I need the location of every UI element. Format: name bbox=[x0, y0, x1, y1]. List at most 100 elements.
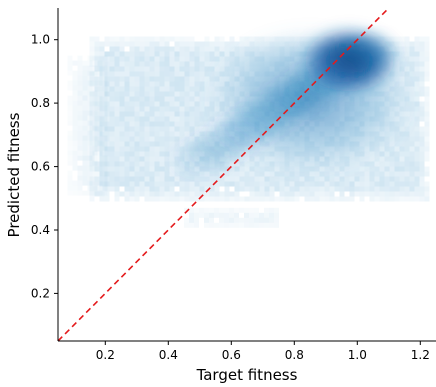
density-bin bbox=[129, 41, 135, 47]
density-bin bbox=[204, 46, 210, 52]
density-bin bbox=[119, 191, 125, 197]
density-bin bbox=[97, 110, 103, 116]
density-bin bbox=[194, 46, 200, 52]
density-bin bbox=[87, 130, 93, 136]
density-bin bbox=[404, 36, 410, 42]
density-bin bbox=[309, 176, 315, 182]
density-bin bbox=[424, 96, 430, 102]
density-bin bbox=[424, 121, 430, 127]
density-bin bbox=[179, 46, 185, 52]
density-bin bbox=[134, 181, 140, 187]
density-bin bbox=[144, 101, 150, 107]
density-bin bbox=[399, 41, 405, 47]
density-bin bbox=[274, 186, 280, 192]
density-bin bbox=[424, 186, 430, 192]
density-bin bbox=[124, 166, 130, 172]
density-bin bbox=[404, 171, 410, 177]
density-bin bbox=[102, 105, 108, 111]
density-bin bbox=[259, 222, 264, 228]
density-bin bbox=[164, 111, 170, 117]
density-bin bbox=[209, 71, 215, 77]
density-bin bbox=[334, 176, 340, 182]
density-bin bbox=[319, 191, 325, 197]
density-bin bbox=[102, 100, 108, 106]
density-bin bbox=[219, 191, 225, 197]
density-bin bbox=[89, 81, 95, 87]
density-bin bbox=[164, 151, 170, 157]
density-bin bbox=[349, 181, 355, 187]
density-bin bbox=[399, 56, 405, 62]
density-bin bbox=[199, 116, 205, 122]
density-bin bbox=[164, 81, 170, 87]
density-bin bbox=[404, 186, 410, 192]
density-bin bbox=[97, 95, 103, 101]
density-bin bbox=[164, 146, 170, 152]
density-bin bbox=[99, 171, 105, 177]
density-bin bbox=[92, 55, 98, 61]
density-bin bbox=[154, 131, 160, 137]
density-bin bbox=[68, 171, 73, 176]
density-bin bbox=[424, 76, 430, 82]
density-bin bbox=[114, 106, 120, 112]
density-bin bbox=[179, 81, 185, 87]
density-bin bbox=[149, 156, 155, 162]
density-bin bbox=[159, 86, 165, 92]
density-bin bbox=[189, 61, 195, 67]
density-bin bbox=[89, 111, 95, 117]
density-bin bbox=[379, 176, 385, 182]
density-bin bbox=[104, 161, 110, 167]
density-bin bbox=[77, 185, 83, 191]
density-bin bbox=[94, 91, 100, 97]
density-bin bbox=[67, 120, 73, 126]
density-bin bbox=[249, 196, 255, 202]
density-bin bbox=[239, 176, 245, 182]
density-bin bbox=[419, 196, 425, 202]
density-bin bbox=[224, 191, 230, 197]
density-bin bbox=[149, 131, 155, 137]
density-bin bbox=[389, 161, 395, 167]
density-bin bbox=[99, 56, 105, 62]
density-bin bbox=[89, 106, 95, 112]
density-bin bbox=[164, 76, 170, 82]
density-bin bbox=[404, 166, 410, 172]
density-bin bbox=[119, 76, 125, 82]
density-bin bbox=[419, 136, 425, 142]
density-bin bbox=[109, 36, 115, 42]
density-bin bbox=[409, 191, 415, 197]
density-bin bbox=[189, 71, 195, 77]
density-bin bbox=[259, 191, 265, 197]
density-bin bbox=[134, 186, 140, 192]
density-bin bbox=[364, 166, 370, 172]
density-bin bbox=[99, 141, 105, 147]
density-bin bbox=[194, 111, 200, 117]
density-bin bbox=[194, 96, 200, 102]
density-bin bbox=[239, 186, 245, 192]
density-bin bbox=[94, 106, 100, 112]
density-bin bbox=[144, 151, 150, 157]
density-bin bbox=[114, 71, 120, 77]
density-bin bbox=[224, 41, 230, 47]
density-bin bbox=[189, 212, 194, 218]
density-bin bbox=[409, 181, 415, 187]
density-bin bbox=[87, 70, 93, 76]
density-bin bbox=[234, 161, 240, 167]
density-bin bbox=[364, 171, 370, 177]
density-bin bbox=[419, 171, 425, 177]
density-bin bbox=[109, 111, 115, 117]
density-bin bbox=[169, 116, 175, 122]
density-bin bbox=[119, 71, 125, 77]
density-bin bbox=[239, 217, 244, 223]
density-bin bbox=[149, 151, 155, 157]
density-bin bbox=[374, 156, 380, 162]
density-bin bbox=[184, 66, 190, 72]
density-bin bbox=[149, 141, 155, 147]
density-bin bbox=[184, 126, 190, 132]
density-bin bbox=[279, 181, 285, 187]
density-bin bbox=[204, 176, 210, 182]
density-bin bbox=[89, 181, 95, 187]
density-bin bbox=[414, 171, 420, 177]
density-bin bbox=[279, 186, 285, 192]
density-bin bbox=[204, 116, 210, 122]
density-bin bbox=[264, 196, 270, 202]
density-bin bbox=[87, 150, 93, 156]
